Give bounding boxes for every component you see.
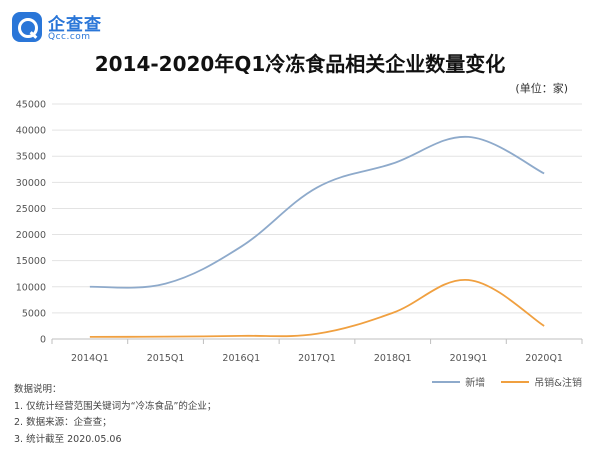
y-tick-label: 30000 — [16, 178, 46, 189]
x-tick-label: 2020Q1 — [525, 353, 563, 364]
y-tick-label: 10000 — [16, 282, 46, 293]
y-tick-label: 5000 — [22, 308, 46, 319]
series-line-revoked — [89, 279, 545, 338]
legend-swatch-revoked — [501, 380, 530, 383]
brand-domain: Qcc.com — [48, 32, 91, 42]
data-notes: 数据说明： 1. 仅统计经营范围关键词为“冷冻食品”的企业； 2. 数据来源：企… — [14, 382, 216, 448]
notes-line-1: 1. 仅统计经营范围关键词为“冷冻食品”的企业； — [14, 400, 217, 412]
y-tick-label: 25000 — [16, 204, 46, 215]
x-tick-label: 2018Q1 — [374, 353, 412, 364]
y-tick-label: 45000 — [16, 100, 46, 111]
y-tick-label: 0 — [40, 335, 46, 346]
legend-item-revoked: 吊销&注销 — [501, 374, 582, 389]
legend: 新增 吊销&注销 — [432, 374, 582, 389]
x-tick-label: 2014Q1 — [71, 353, 109, 364]
unit-note: (单位：家) — [515, 82, 568, 95]
notes-heading: 数据说明： — [14, 384, 62, 395]
x-tick-label: 2017Q1 — [298, 353, 336, 364]
series-line-new — [89, 135, 545, 289]
magnifier-logo-icon — [12, 12, 42, 42]
y-tick-label: 40000 — [16, 126, 46, 137]
x-tick-label: 2016Q1 — [222, 353, 260, 364]
x-tick-label: 2015Q1 — [147, 353, 185, 364]
chart-title: 2014-2020年Q1冷冻食品相关企业数量变化 — [94, 52, 506, 76]
legend-swatch-new — [432, 380, 461, 383]
legend-item-new: 新增 — [432, 374, 485, 389]
y-tick-label: 35000 — [16, 152, 46, 163]
legend-label-new: 新增 — [465, 378, 486, 389]
qcc-logo: 企查查 Qcc.com — [12, 10, 122, 52]
y-tick-label: 20000 — [16, 230, 46, 241]
notes-line-3: 3. 统计截至 2020.05.06 — [14, 433, 122, 445]
x-tick-label: 2019Q1 — [450, 353, 488, 364]
legend-label-revoked: 吊销&注销 — [534, 378, 582, 389]
brand-name: 企查查 — [48, 15, 102, 35]
notes-line-2: 2. 数据来源：企查查； — [14, 417, 112, 428]
y-tick-label: 15000 — [16, 256, 46, 267]
